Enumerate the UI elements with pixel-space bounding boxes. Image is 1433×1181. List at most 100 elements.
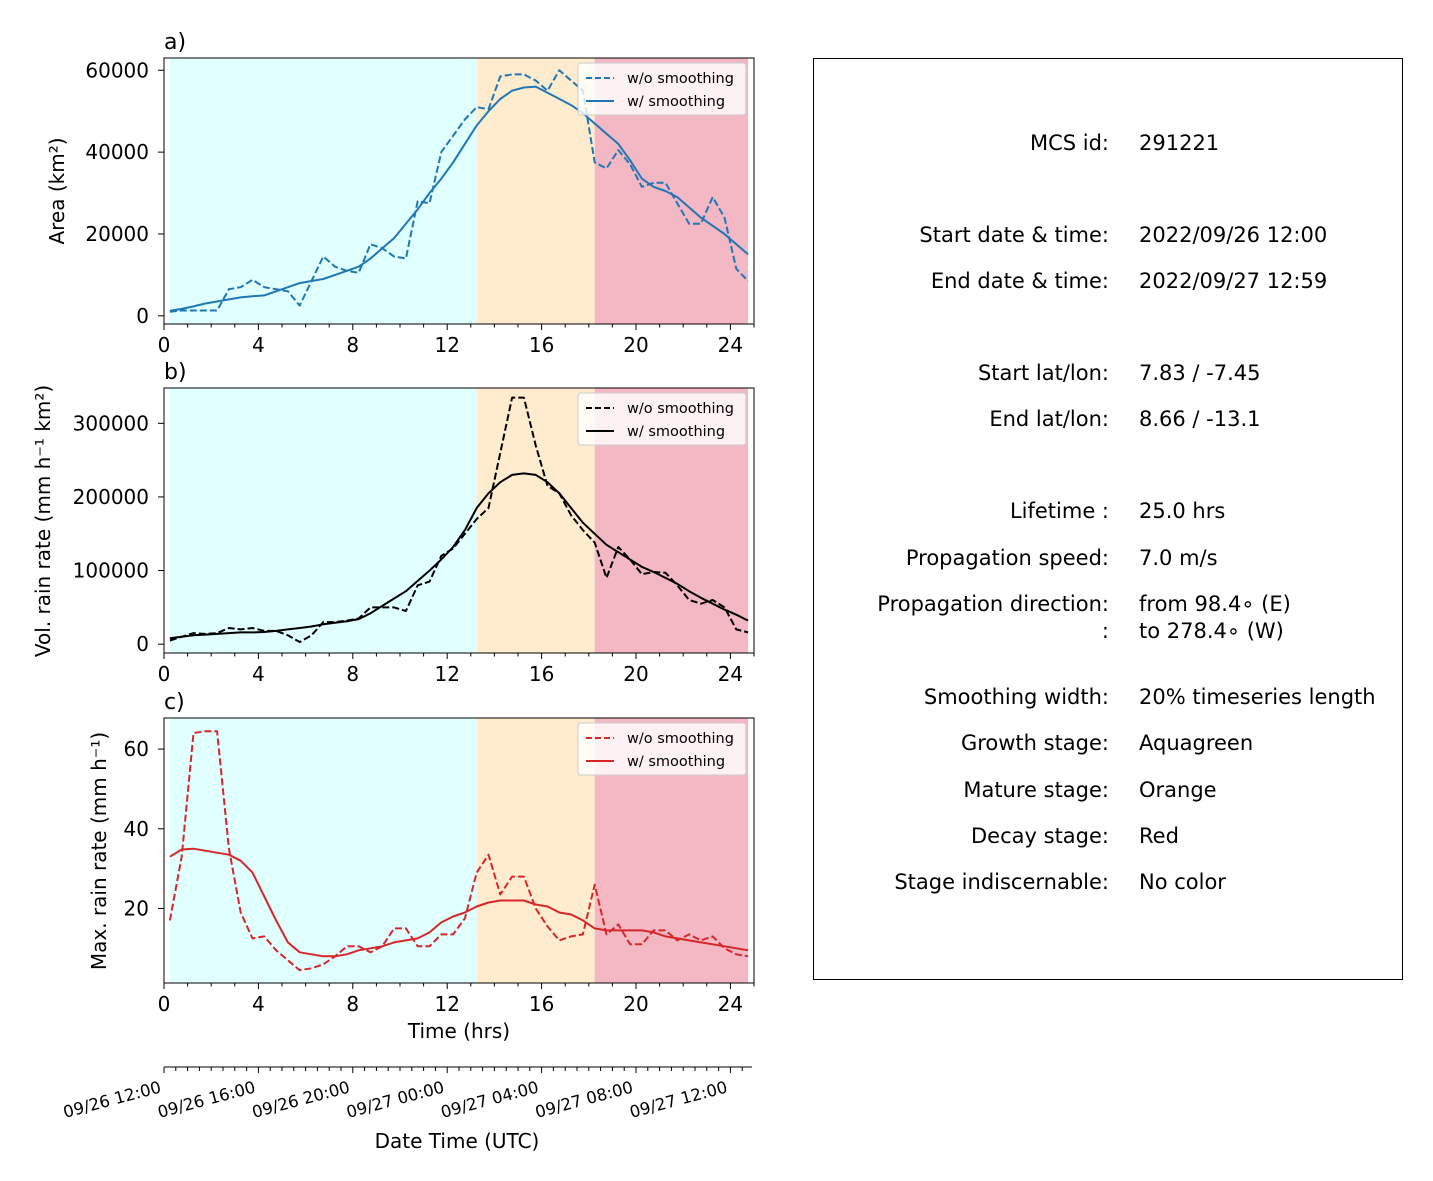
y-tick-label: 300000 — [73, 411, 149, 435]
legend-label: w/o smoothing — [627, 401, 734, 417]
panel-1: 0 4 8 12 16 20 24 0 20000 40000 60000 a) Area (km²) w… — [45, 30, 755, 357]
series-line-raw — [169, 69, 749, 313]
series-line-raw — [169, 396, 749, 643]
info-label: End date & time: — [930, 269, 1109, 293]
info-value: 25.0 hrs — [1139, 499, 1226, 523]
info-panel: MCS id: 291221 Start date & time: 2022/09/… — [813, 58, 1403, 980]
x-tick-label: 8 — [346, 662, 359, 686]
x-axis-label: Time (hrs) — [407, 1019, 510, 1043]
info-label: MCS id: — [1029, 131, 1109, 155]
panel-label: c) — [164, 690, 185, 715]
datetime-tick-label: 09/26 16:00 — [156, 1078, 258, 1122]
plot-frame — [163, 57, 755, 325]
info-label: : — [1101, 619, 1109, 643]
info-label: End lat/lon: — [989, 407, 1109, 431]
info-label: Propagation speed: — [905, 546, 1109, 570]
info-value: 2022/09/26 12:00 — [1139, 223, 1328, 247]
legend-label: w/ smoothing — [627, 424, 725, 440]
info-label: Growth stage: — [960, 731, 1109, 755]
datetime-tick-label: 09/26 12:00 — [61, 1078, 163, 1122]
y-tick-label: 60000 — [85, 58, 149, 82]
legend-label: w/o smoothing — [627, 71, 734, 87]
x-tick-label: 24 — [718, 662, 743, 686]
y-tick-label: 200000 — [73, 485, 149, 509]
datetime-tick-label: 09/27 04:00 — [439, 1078, 541, 1122]
info-value: No color — [1139, 870, 1226, 894]
info-label: Mature stage: — [963, 778, 1109, 802]
x-tick-label: 16 — [529, 333, 554, 357]
y-axis-label: Area (km²) — [45, 137, 69, 244]
info-value: 8.66 / -13.1 — [1139, 407, 1261, 431]
legend-box — [577, 722, 747, 776]
legend-box — [577, 62, 747, 116]
info-value: 2022/09/27 12:59 — [1139, 269, 1328, 293]
x-tick-label: 4 — [252, 662, 265, 686]
stage-band-mature — [476, 718, 595, 983]
x-tick-label: 16 — [529, 662, 554, 686]
panel-label: a) — [164, 30, 186, 55]
info-label: Lifetime : — [1009, 499, 1109, 523]
datetime-tick-label: 09/27 08:00 — [533, 1078, 635, 1122]
x-tick-label: 8 — [346, 992, 359, 1016]
info-label: Start date & time: — [919, 223, 1109, 247]
info-value: Aquagreen — [1139, 731, 1254, 755]
info-label: Smoothing width: — [923, 685, 1109, 709]
x-tick-label: 0 — [158, 992, 171, 1016]
series-line-smoothed — [169, 85, 749, 312]
x-tick-label: 0 — [158, 662, 171, 686]
legend: w/o smoothing w/ smoothing — [577, 62, 747, 116]
info-label: Start lat/lon: — [977, 361, 1109, 385]
x-tick-label: 4 — [252, 992, 265, 1016]
info-value: 7.0 m/s — [1139, 546, 1218, 570]
legend-label: w/ smoothing — [627, 754, 725, 770]
y-tick-label: 20 — [124, 896, 149, 920]
y-axis-label: Max. rain rate (mm h⁻¹) — [87, 732, 111, 970]
stage-band-growth — [169, 718, 477, 983]
info-value: 291221 — [1139, 131, 1220, 155]
datetime-tick-label: 09/27 00:00 — [344, 1078, 446, 1122]
series-line-smoothed — [169, 847, 749, 958]
panel-label: b) — [164, 360, 187, 385]
legend: w/o smoothing w/ smoothing — [577, 392, 747, 446]
info-value: from 98.4∘ (E) — [1139, 592, 1291, 616]
stage-band-mature — [476, 388, 595, 653]
y-tick-label: 60 — [124, 737, 149, 761]
x-tick-label: 24 — [718, 992, 743, 1016]
x-tick-label: 20 — [623, 333, 648, 357]
x-tick-label: 0 — [158, 333, 171, 357]
panel-3: 0 4 8 12 16 20 24 20 40 60 c) Max. rain rate (mm h⁻… — [87, 690, 755, 1043]
panel-2: 0 4 8 12 16 20 24 0 100000 200000 300000 b) Vol. rai… — [31, 360, 755, 686]
datetime-axis-label: Date Time (UTC) — [375, 1129, 540, 1153]
info-label: Decay stage: — [971, 824, 1109, 848]
legend-label: w/ smoothing — [627, 94, 725, 110]
x-tick-label: 16 — [529, 992, 554, 1016]
x-tick-label: 20 — [623, 662, 648, 686]
info-value: Orange — [1139, 778, 1217, 802]
stage-band-growth — [169, 388, 477, 653]
plot-frame — [163, 387, 755, 654]
x-tick-label: 12 — [434, 662, 459, 686]
x-tick-label: 4 — [252, 333, 265, 357]
y-tick-label: 0 — [136, 304, 149, 328]
legend-label: w/o smoothing — [627, 731, 734, 747]
datetime-tick-label: 09/26 20:00 — [250, 1078, 352, 1122]
series-line-smoothed — [169, 472, 749, 640]
y-tick-label: 20000 — [85, 222, 149, 246]
legend-box — [577, 392, 747, 446]
info-label: Propagation direction: — [877, 592, 1109, 616]
info-value: 20% timeseries length — [1139, 685, 1376, 709]
info-label: Stage indiscernable: — [894, 870, 1109, 894]
x-tick-label: 8 — [346, 333, 359, 357]
info-value: 7.83 / -7.45 — [1139, 361, 1261, 385]
y-tick-label: 40000 — [85, 140, 149, 164]
info-value: to 278.4∘ (W) — [1139, 619, 1284, 643]
y-tick-label: 0 — [136, 632, 149, 656]
stage-band-mature — [476, 58, 595, 324]
legend: w/o smoothing w/ smoothing — [577, 722, 747, 776]
y-tick-label: 100000 — [73, 559, 149, 583]
x-tick-label: 20 — [623, 992, 648, 1016]
datetime-tick-label: 09/27 12:00 — [628, 1078, 730, 1122]
x-tick-label: 24 — [718, 333, 743, 357]
